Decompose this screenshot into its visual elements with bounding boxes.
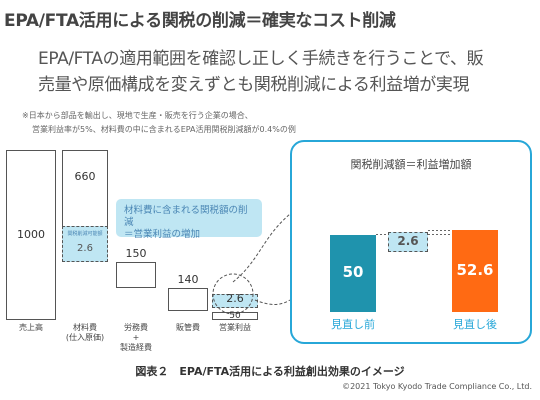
- comparison-bar: [452, 230, 498, 312]
- subtitle-line-2: 売量や原価構成を変えずとも関税削減による利益増が実現: [38, 75, 470, 95]
- comparison-panel: 関税削減額＝利益増加額 50 見直し前 52.6 見直し後 2.6: [290, 140, 532, 344]
- waterfall-value-label: 50: [229, 310, 241, 321]
- waterfall-category-label: 材料費 (仕入原価): [65, 323, 105, 342]
- waterfall-category-label: 売上高: [19, 323, 43, 332]
- profit-increase-value: 2.6: [226, 291, 244, 305]
- increase-box: [388, 232, 428, 253]
- comparison-value-label: 50: [342, 263, 364, 282]
- callout-line-1: 材料費に含まれる関税額の削減: [124, 205, 248, 228]
- tariff-slice-value: 2.6: [77, 243, 93, 255]
- waterfall-category-label: 営業利益: [219, 323, 251, 332]
- waterfall-bar: [6, 150, 56, 320]
- waterfall-bar: [168, 287, 208, 312]
- subtitle-line-1: EPA/FTAの適用範囲を確認し正しく手続きを行うことで、販: [38, 49, 484, 69]
- tariff-slice-inner-label: 関税削減可能額: [67, 231, 103, 238]
- waterfall-value-label: 140: [177, 272, 199, 286]
- callout-line-2: ＝営業利益の増加: [124, 229, 201, 240]
- waterfall-value-label: 1000: [17, 228, 45, 241]
- waterfall-bar: [116, 262, 156, 288]
- waterfall-category-label: 販管費: [176, 323, 200, 332]
- comparison-category-label: 見直し前: [331, 318, 375, 331]
- comparison-category-label: 見直し後: [453, 318, 497, 331]
- zoom-connector-lower: [254, 299, 291, 305]
- increase-value-label: 2.6: [397, 234, 419, 249]
- comparison-value-label: 52.6: [456, 261, 494, 280]
- page-title: EPA/FTA活用による関税の削減＝確実なコスト削減: [4, 11, 396, 31]
- waterfall-category-label: 労務費 + 製造経費: [120, 323, 152, 352]
- waterfall-value-label: 150: [125, 247, 147, 261]
- comparison-bar: [330, 234, 376, 312]
- note-line-1: ※日本から部品を輸出し、現地で生産・販売を行う企業の場合、: [22, 111, 253, 120]
- tariff-reduction-callout: 材料費に含まれる関税額の削減 ＝営業利益の増加: [116, 199, 262, 240]
- note-line-2: 営業利益率が5%、材料費の中に含まれるEPA活用関税削減額が0.4%の例: [32, 125, 296, 134]
- panel-title: 関税削減額＝利益増加額: [350, 158, 472, 171]
- copyright: ©2021 Tokyo Kyodo Trade Compliance Co., …: [342, 382, 532, 391]
- figure-caption: 図表２ EPA/FTA活用による利益創出効果のイメージ: [135, 365, 405, 378]
- waterfall-value-label: 660: [74, 170, 96, 183]
- tariff-reduction-slice: 関税削減可能額 2.6: [62, 226, 108, 263]
